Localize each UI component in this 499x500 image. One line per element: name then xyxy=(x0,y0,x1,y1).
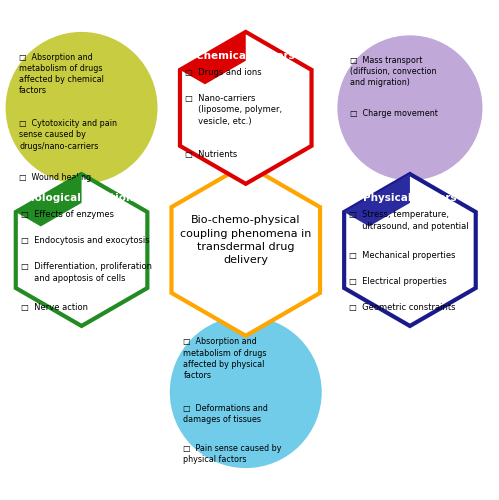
Polygon shape xyxy=(172,164,320,336)
Polygon shape xyxy=(180,32,311,184)
Text: □  Cytotoxicity and pain
sense caused by
drugs/nano-carriers: □ Cytotoxicity and pain sense caused by … xyxy=(19,120,117,150)
Text: □  Absorption and
metabolism of drugs
affected by chemical
factors: □ Absorption and metabolism of drugs aff… xyxy=(19,53,104,96)
Text: □  Mass transport
(diffusion, convection
and migration): □ Mass transport (diffusion, convection … xyxy=(350,56,437,87)
Circle shape xyxy=(5,32,158,184)
Polygon shape xyxy=(344,174,410,227)
Text: □  Wound healing: □ Wound healing xyxy=(19,173,91,182)
Text: □  Deformations and
damages of tissues: □ Deformations and damages of tissues xyxy=(184,404,268,423)
Circle shape xyxy=(170,316,322,468)
Text: □  Drugs and ions: □ Drugs and ions xyxy=(185,68,261,78)
Text: □  Geometric constraints: □ Geometric constraints xyxy=(349,303,456,312)
Text: □  Absorption and
metabolism of drugs
affected by physical
factors: □ Absorption and metabolism of drugs aff… xyxy=(184,338,267,380)
Text: □  Mechanical properties: □ Mechanical properties xyxy=(349,251,456,260)
Text: Chemical factors: Chemical factors xyxy=(197,51,295,61)
Text: □  Electrical properties: □ Electrical properties xyxy=(349,277,447,286)
Circle shape xyxy=(337,36,483,180)
Text: Biological functions: Biological functions xyxy=(23,193,140,203)
Text: Bio-chemo-physical
coupling phenomena in
transdermal drug
delivery: Bio-chemo-physical coupling phenomena in… xyxy=(180,216,311,265)
Text: □  Effects of enzymes: □ Effects of enzymes xyxy=(21,210,114,220)
Text: □  Nutrients: □ Nutrients xyxy=(185,150,237,158)
Text: □  Stress, temperature,
     ultrasound, and potential: □ Stress, temperature, ultrasound, and p… xyxy=(349,210,469,231)
Text: Physical factors: Physical factors xyxy=(363,193,457,203)
Text: □  Charge movement: □ Charge movement xyxy=(350,109,438,118)
Polygon shape xyxy=(344,174,476,326)
Polygon shape xyxy=(16,174,147,326)
Text: □  Nano-carriers
     (liposome, polymer,
     vesicle, etc.): □ Nano-carriers (liposome, polymer, vesi… xyxy=(185,94,282,126)
Polygon shape xyxy=(180,32,246,84)
Text: □  Differentiation, proliferation
     and apoptosis of cells: □ Differentiation, proliferation and apo… xyxy=(21,262,152,282)
Text: □  Pain sense caused by
physical factors: □ Pain sense caused by physical factors xyxy=(184,444,282,464)
Text: □  Endocytosis and exocytosis: □ Endocytosis and exocytosis xyxy=(21,236,149,246)
Text: □  Nerve action: □ Nerve action xyxy=(21,303,88,312)
Polygon shape xyxy=(16,174,81,227)
